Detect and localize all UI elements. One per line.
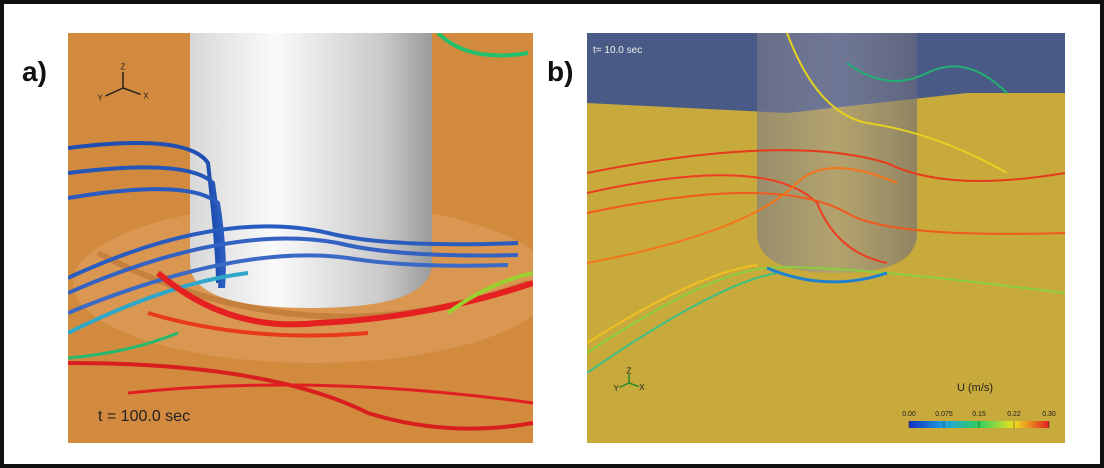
colorbar-tick-label: 0.15 [972, 411, 986, 418]
axis-glyph-label: Z [627, 366, 632, 375]
axis-glyph [122, 87, 141, 96]
colorbar-tick-label: 0.30 [1042, 411, 1056, 418]
colorbar-tick-label: 0.00 [902, 411, 916, 418]
axis-glyph [628, 382, 640, 388]
panel-label: b) [547, 56, 574, 87]
axis-glyph-label: Z [121, 62, 126, 71]
colorbar-tick-label: 0.075 [935, 411, 953, 418]
time-label: t = 100.0 sec [98, 408, 190, 425]
axis-glyph-label: Y [613, 384, 619, 393]
panel-a: Z Y X t = 100.0 sec [68, 33, 533, 443]
axis-glyph-label: Y [97, 94, 103, 103]
axis-glyph-label: X [639, 383, 645, 392]
panel-b: t= 10.0 sec ZY X U (m/s) 0.00 0.075 0.15 0.2… [587, 33, 1065, 443]
panel-label: a) [22, 56, 47, 87]
axis-glyph-label: X [143, 91, 149, 100]
time-label: t= 10.0 sec [593, 45, 642, 56]
axis-glyph [105, 87, 124, 97]
colorbar-title: U (m/s) [957, 382, 993, 394]
colorbar-tick-label: 0.22 [1007, 411, 1021, 418]
axis-glyph [618, 382, 630, 389]
